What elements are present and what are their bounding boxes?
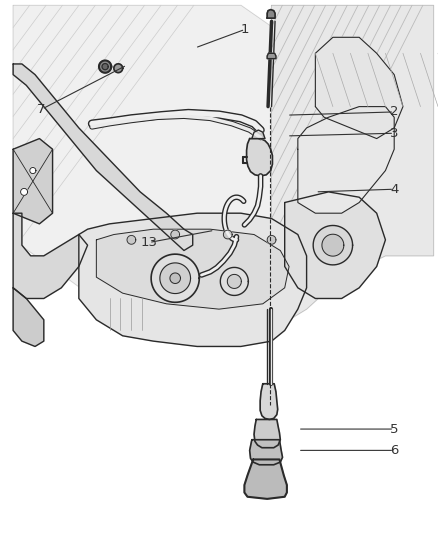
Polygon shape: [267, 10, 275, 18]
Polygon shape: [267, 236, 276, 244]
Text: 4: 4: [390, 183, 399, 196]
Polygon shape: [322, 234, 344, 256]
Polygon shape: [13, 139, 53, 224]
Polygon shape: [13, 213, 88, 298]
Polygon shape: [79, 213, 307, 346]
Polygon shape: [247, 139, 272, 176]
Text: 5: 5: [390, 423, 399, 435]
Polygon shape: [21, 188, 28, 196]
Polygon shape: [96, 229, 289, 309]
Polygon shape: [114, 64, 123, 72]
Text: 7: 7: [37, 103, 46, 116]
Polygon shape: [315, 37, 403, 139]
Polygon shape: [151, 254, 199, 302]
Polygon shape: [250, 440, 283, 465]
Polygon shape: [30, 167, 36, 174]
Polygon shape: [298, 107, 394, 213]
Polygon shape: [220, 268, 248, 295]
Polygon shape: [160, 263, 191, 294]
Text: 2: 2: [390, 106, 399, 118]
Polygon shape: [13, 288, 44, 346]
Polygon shape: [99, 60, 111, 73]
Polygon shape: [313, 225, 353, 265]
Polygon shape: [102, 63, 108, 70]
Polygon shape: [127, 236, 136, 244]
Polygon shape: [171, 230, 180, 239]
Polygon shape: [260, 384, 278, 419]
Text: 1: 1: [241, 23, 250, 36]
Text: 13: 13: [141, 236, 157, 249]
Polygon shape: [267, 53, 276, 59]
Polygon shape: [223, 230, 232, 239]
Polygon shape: [227, 274, 241, 288]
Polygon shape: [254, 419, 280, 448]
Polygon shape: [244, 459, 287, 499]
Text: 6: 6: [390, 444, 399, 457]
Text: 3: 3: [390, 127, 399, 140]
Polygon shape: [252, 130, 265, 139]
Polygon shape: [13, 64, 193, 251]
Polygon shape: [285, 192, 385, 298]
Polygon shape: [13, 5, 272, 346]
Polygon shape: [272, 5, 434, 330]
Polygon shape: [170, 273, 180, 284]
